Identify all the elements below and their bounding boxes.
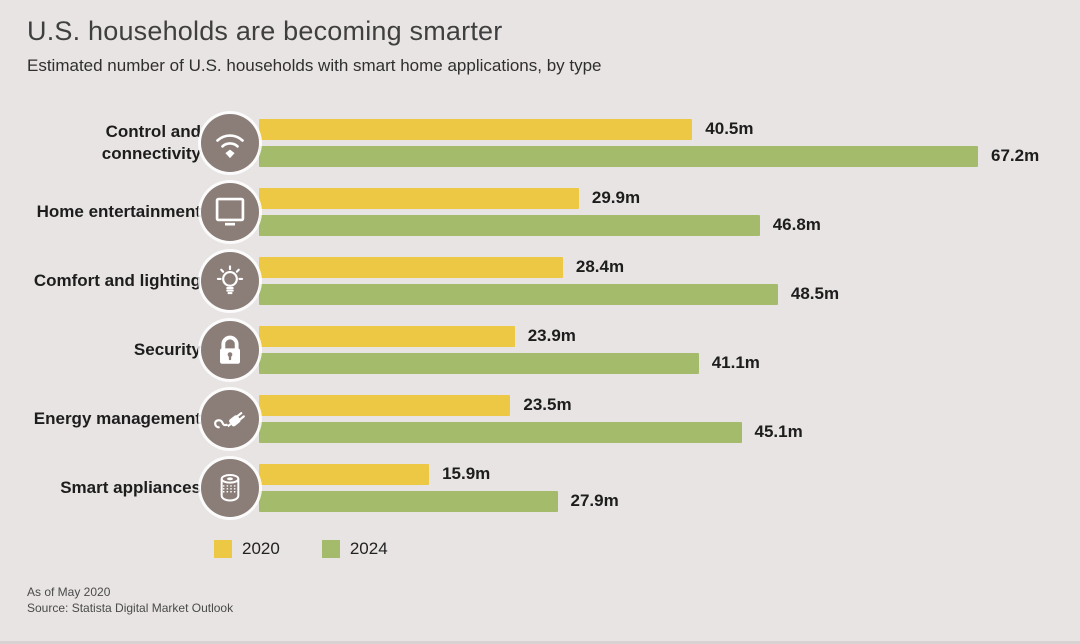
bar-2024 <box>259 421 742 443</box>
plug-icon <box>201 389 259 448</box>
bar-line-2020: 29.9m <box>259 187 821 209</box>
source-note: Source: Statista Digital Market Outlook <box>27 601 234 616</box>
bar-2024 <box>259 145 978 167</box>
bar-value-2020: 29.9m <box>591 188 641 207</box>
bar-2024 <box>259 214 760 236</box>
wifi-icon <box>201 113 259 172</box>
lock-icon <box>201 320 259 379</box>
lightbulb-icon <box>201 251 259 310</box>
bar-line-2020: 23.5m <box>259 394 803 416</box>
bar-value-2024: 41.1m <box>711 353 760 372</box>
bar-line-2024: 27.9m <box>259 490 619 512</box>
bar-value-2020: 40.5m <box>705 119 754 138</box>
chart-row: Energy management 23.5m 45.1m <box>27 384 1039 453</box>
bar-value-2024: 27.9m <box>570 491 619 510</box>
category-label: Control and connectivity <box>101 122 201 163</box>
category-label: Security <box>133 339 201 359</box>
footer: As of May 2020 Source: Statista Digital … <box>27 584 233 616</box>
page-title: U.S. households are becoming smarter <box>27 16 503 46</box>
legend-swatch <box>321 540 340 558</box>
category-label: Smart appliances <box>60 477 201 497</box>
legend-item: 2024 <box>321 539 388 559</box>
bar-line-2020: 28.4m <box>259 256 839 278</box>
legend-label: 2024 <box>349 539 388 558</box>
bar-value-2020: 23.5m <box>523 395 572 414</box>
bar-2020 <box>259 463 430 485</box>
bar-value-2020: 15.9m <box>442 464 491 483</box>
bar-line-2024: 48.5m <box>259 283 840 305</box>
chart-row: Comfort and lighting 28.4m 48.5m <box>27 246 1039 315</box>
bottom-edge <box>0 641 1080 644</box>
bar-2024 <box>259 283 778 305</box>
smart-speaker-icon <box>201 458 259 517</box>
bar-group: 15.9m 27.9m <box>259 463 619 512</box>
chart-row: Security 23.9m 41.1m <box>27 315 1039 384</box>
chart-row: Smart appliances 15.9m 27.9m <box>27 453 1039 522</box>
bar-value-2024: 46.8m <box>772 215 821 234</box>
bar-line-2024: 41.1m <box>259 352 760 374</box>
legend-swatch <box>214 540 232 558</box>
bar-line-2020: 15.9m <box>259 463 619 485</box>
bar-2020 <box>259 118 693 140</box>
bar-value-2024: 48.5m <box>790 284 840 303</box>
bar-line-2024: 67.2m <box>259 145 1040 167</box>
bar-group: 23.5m 45.1m <box>259 394 803 443</box>
page-subtitle: Estimated number of U.S. households with… <box>27 56 602 75</box>
bar-line-2024: 45.1m <box>259 421 803 443</box>
chart-row: Home entertainment 29.9m 46.8m <box>27 177 1039 246</box>
bar-value-2020: 23.9m <box>527 326 576 345</box>
legend: 2020 2024 <box>214 539 388 559</box>
category-label: Home entertainment <box>36 201 201 221</box>
chart-row: Control and connectivity 40.5m 67.2m <box>27 108 1039 177</box>
header: U.S. households are becoming smarter Est… <box>27 16 602 76</box>
as-of-note: As of May 2020 <box>27 585 111 599</box>
bar-line-2020: 40.5m <box>259 118 1039 140</box>
bar-group: 29.9m 46.8m <box>259 187 821 236</box>
bar-2020 <box>259 325 515 347</box>
legend-item: 2020 <box>214 539 280 559</box>
tv-icon <box>201 182 259 241</box>
bar-group: 28.4m 48.5m <box>259 256 840 305</box>
bar-group: 40.5m 67.2m <box>259 118 1040 167</box>
bar-chart: Control and connectivity 40.5m 67.2m Hom… <box>27 108 1039 522</box>
bar-group: 23.9m 41.1m <box>259 325 760 374</box>
bar-value-2024: 45.1m <box>754 422 803 441</box>
bar-line-2020: 23.9m <box>259 325 760 347</box>
bar-2020 <box>259 187 579 209</box>
bar-2024 <box>259 490 558 512</box>
bar-2020 <box>259 394 511 416</box>
category-label: Comfort and lighting <box>33 270 201 290</box>
bar-value-2024: 67.2m <box>991 146 1040 165</box>
legend-label: 2020 <box>242 539 280 558</box>
bar-line-2024: 46.8m <box>259 214 821 236</box>
bar-2024 <box>259 352 699 374</box>
bar-value-2020: 28.4m <box>575 257 625 276</box>
category-label: Energy management <box>33 408 201 428</box>
bar-2020 <box>259 256 563 278</box>
